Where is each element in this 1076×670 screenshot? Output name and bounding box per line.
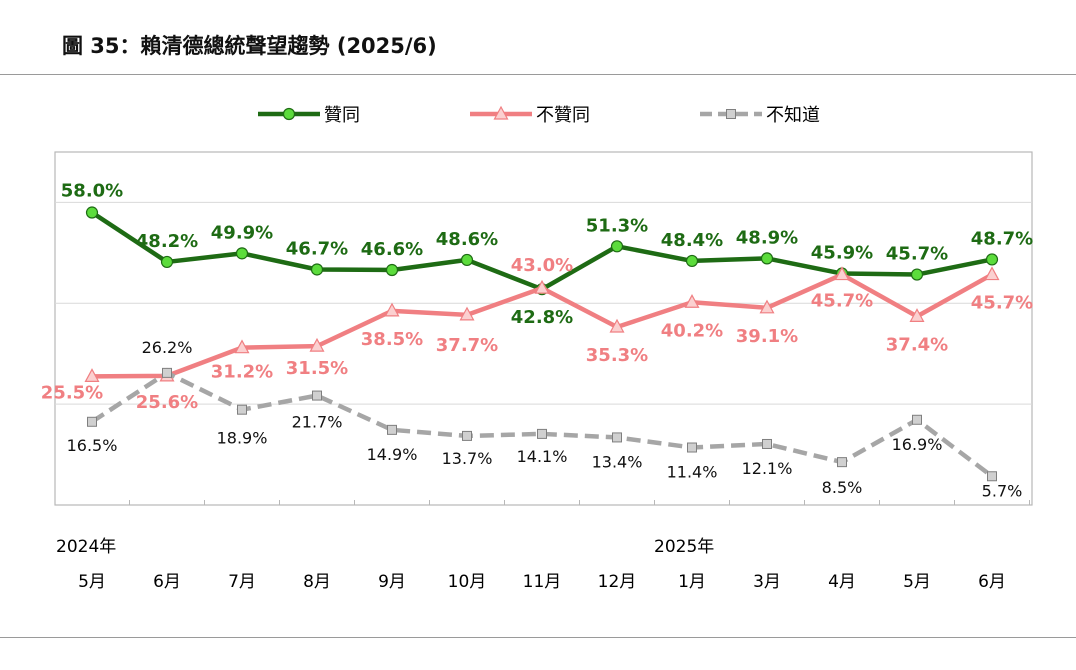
data-label: 25.6%: [136, 392, 198, 413]
legend-marker: [727, 110, 736, 119]
legend-item: 贊同: [258, 105, 360, 126]
data-label: 42.8%: [511, 307, 573, 328]
data-label: 12.1%: [742, 459, 793, 478]
x-tick-label: 1月: [678, 572, 706, 592]
x-tick-label: 10月: [448, 572, 487, 592]
data-label: 48.6%: [436, 229, 498, 250]
data-point: [688, 443, 697, 452]
data-label: 46.7%: [286, 238, 348, 259]
data-label: 48.4%: [661, 230, 723, 251]
data-label: 18.9%: [217, 429, 268, 448]
data-label: 31.5%: [286, 358, 348, 379]
data-label: 43.0%: [511, 255, 573, 276]
data-label: 35.3%: [586, 345, 648, 366]
data-label: 38.5%: [361, 329, 423, 350]
data-label: 40.2%: [661, 320, 723, 341]
data-point: [163, 368, 172, 377]
data-label: 48.9%: [736, 227, 798, 248]
data-point: [312, 264, 323, 275]
x-tick-label: 5月: [78, 572, 106, 592]
data-label: 26.2%: [142, 338, 193, 357]
data-point: [87, 207, 98, 218]
data-label: 11.4%: [667, 463, 718, 482]
data-label: 5.7%: [982, 481, 1023, 500]
x-tick-label: 6月: [978, 572, 1006, 592]
data-label: 14.1%: [517, 447, 568, 466]
x-tick-label: 11月: [523, 572, 562, 592]
data-label: 16.9%: [892, 435, 943, 454]
legend-item: 不知道: [700, 105, 820, 126]
x-tick-label: 6月: [153, 572, 181, 592]
data-point: [838, 458, 847, 467]
data-label: 13.4%: [592, 452, 643, 471]
data-point: [612, 241, 623, 252]
data-label: 39.1%: [736, 326, 798, 347]
data-label: 46.6%: [361, 239, 423, 260]
x-tick-label: 8月: [303, 572, 331, 592]
data-point: [387, 265, 398, 276]
data-label: 45.7%: [886, 244, 948, 265]
data-label: 48.7%: [971, 228, 1033, 249]
data-label: 45.9%: [811, 243, 873, 264]
data-label: 45.7%: [811, 291, 873, 312]
data-point: [388, 425, 397, 434]
data-label: 16.5%: [67, 436, 118, 455]
data-label: 51.3%: [586, 215, 648, 236]
data-label: 25.5%: [41, 382, 103, 403]
data-label: 13.7%: [442, 449, 493, 468]
x-tick-label: 12月: [598, 572, 637, 592]
data-point: [237, 248, 248, 259]
x-tick-label: 7月: [228, 572, 256, 592]
data-point: [538, 429, 547, 438]
data-point: [462, 254, 473, 265]
data-point: [687, 255, 698, 266]
legend-item: 不贊同: [470, 105, 590, 126]
data-label: 31.2%: [211, 362, 273, 383]
legend-label: 不知道: [766, 105, 820, 126]
data-point: [987, 254, 998, 265]
data-label: 8.5%: [822, 478, 863, 497]
legend-label: 贊同: [324, 105, 360, 126]
data-point: [613, 433, 622, 442]
year-label: 2024年: [56, 537, 116, 557]
x-tick-label: 4月: [828, 572, 856, 592]
data-label: 58.0%: [61, 181, 123, 202]
data-point: [313, 391, 322, 400]
data-point: [88, 417, 97, 426]
year-label: 2025年: [654, 537, 714, 557]
data-point: [238, 405, 247, 414]
legend-label: 不贊同: [536, 105, 590, 126]
data-label: 37.7%: [436, 335, 498, 356]
x-tick-label: 9月: [378, 572, 406, 592]
data-label: 45.7%: [971, 293, 1033, 314]
data-label: 48.2%: [136, 231, 198, 252]
data-point: [762, 253, 773, 264]
x-tick-label: 5月: [903, 572, 931, 592]
data-label: 14.9%: [367, 445, 418, 464]
x-tick-label: 3月: [753, 572, 781, 592]
data-point: [162, 256, 173, 267]
data-point: [463, 431, 472, 440]
data-point: [912, 269, 923, 280]
data-point: [763, 439, 772, 448]
data-label: 49.9%: [211, 222, 273, 243]
legend-marker: [284, 109, 295, 120]
data-label: 21.7%: [292, 413, 343, 432]
data-point: [988, 472, 997, 481]
data-point: [913, 415, 922, 424]
data-label: 37.4%: [886, 334, 948, 355]
